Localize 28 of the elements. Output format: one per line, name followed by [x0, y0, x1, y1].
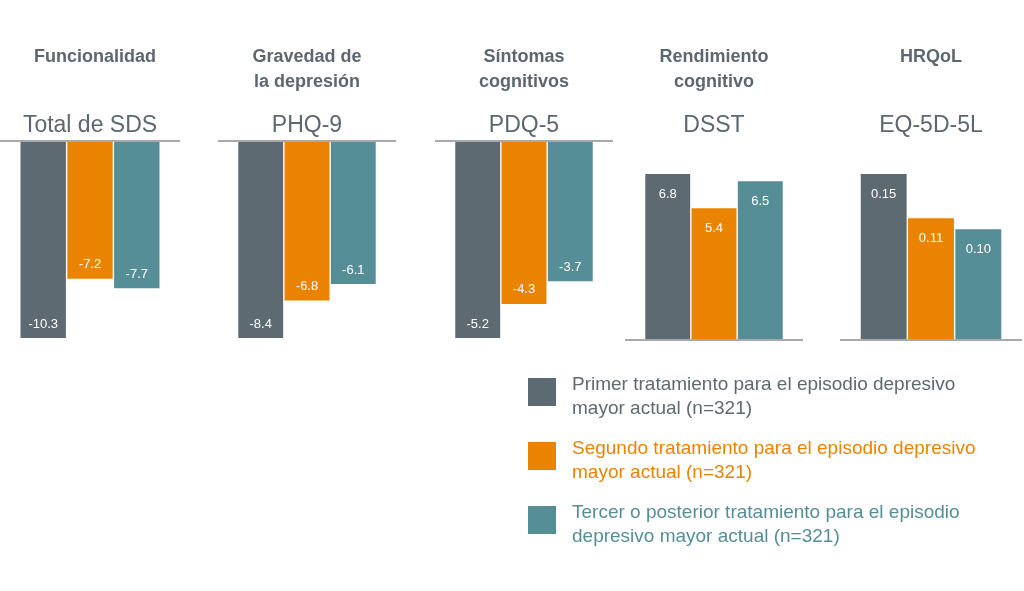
- data-label: -6.1: [342, 261, 365, 277]
- chart-title: Gravedad de la depresión: [251, 45, 363, 93]
- data-label: 0.11: [918, 229, 944, 245]
- chart-subtitle: Total de SDS: [21, 111, 159, 138]
- data-label: -7.7: [125, 265, 148, 281]
- data-label: -10.3: [28, 315, 59, 331]
- data-label: -6.8: [295, 278, 319, 294]
- data-label: 6.5: [751, 192, 770, 208]
- chart-title: Funcionalidad: [33, 45, 157, 68]
- chart-title: Síntomas cognitivos: [478, 45, 570, 93]
- legend-label: Segundo tratamiento para el episodio depresivo mayor actual (n=321): [572, 437, 976, 482]
- data-label: -7.2: [78, 256, 102, 272]
- data-label: 5.4: [704, 219, 724, 235]
- data-label: 0.15: [871, 185, 897, 201]
- data-label: -3.7: [559, 258, 582, 274]
- data-label: -4.3: [512, 281, 536, 297]
- legend-label: Tercer o posterior tratamiento para el episodio depresivo mayor actual (n=321): [572, 501, 960, 546]
- chart-subtitle: DSST: [682, 111, 746, 138]
- data-label: -5.2: [466, 315, 489, 331]
- data-label: -8.4: [249, 315, 272, 331]
- chart-subtitle: PDQ-5: [487, 111, 561, 138]
- data-label: 6.8: [658, 185, 677, 201]
- legend-label: Primer tratamiento para el episodio depresivo mayor actual (n=321): [572, 373, 956, 418]
- data-label: 0.10: [965, 240, 991, 256]
- chart-title: HRQoL: [899, 45, 963, 68]
- chart-subtitle: EQ-5D-5L: [878, 111, 984, 138]
- chart-subtitle: PHQ-9: [270, 111, 344, 138]
- chart-title: Rendimiento cognitivo: [658, 45, 770, 93]
